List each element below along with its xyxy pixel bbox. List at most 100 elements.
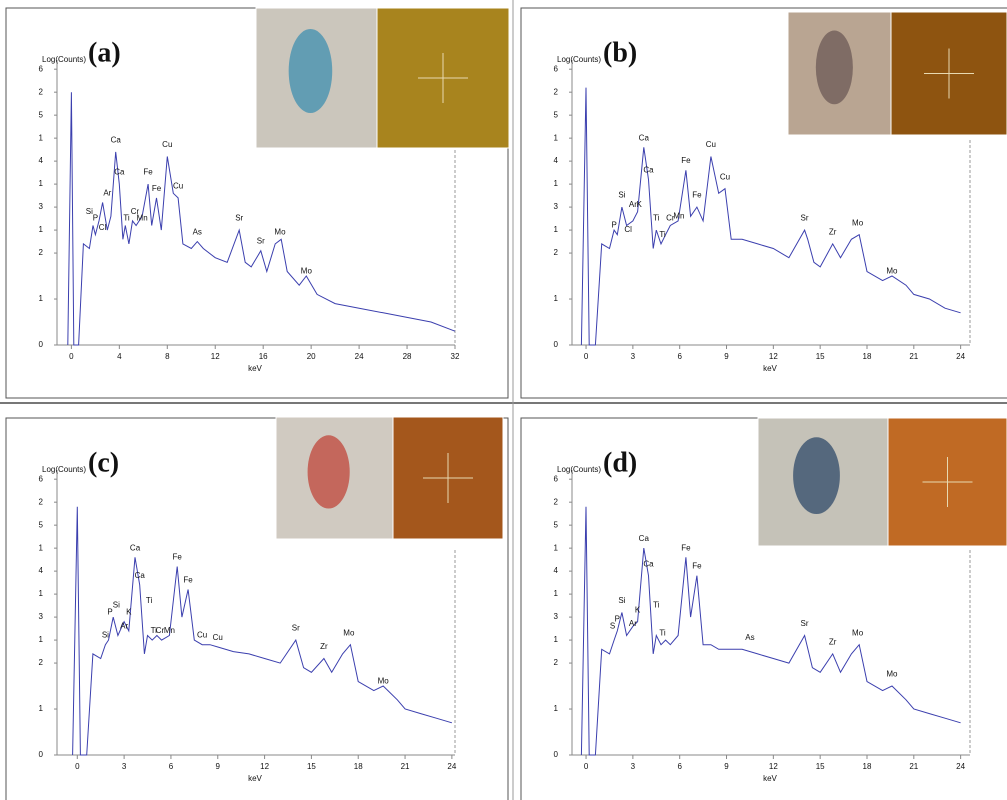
y-tick-label: 1: [39, 589, 44, 598]
peak-label: Fe: [152, 184, 162, 193]
y-tick-label: 1: [554, 543, 559, 552]
peak-label: Fe: [183, 575, 193, 584]
peak-label: Mo: [378, 677, 390, 686]
y-tick-label: 1: [39, 179, 44, 188]
x-tick-label: 6: [677, 762, 682, 771]
y-tick-label: 1: [39, 294, 44, 303]
y-axis-label: Log(Counts): [557, 55, 601, 64]
peak-label: P: [93, 214, 98, 223]
x-tick-label: 0: [584, 352, 589, 361]
y-tick-label: 1: [39, 704, 44, 713]
peak-label: Cr: [131, 207, 140, 216]
y-tick-label: 2: [39, 248, 44, 257]
peak-label: Si: [618, 191, 625, 200]
x-tick-label: 24: [447, 762, 456, 771]
peak-label: Fe: [173, 552, 183, 561]
y-tick-label: 1: [39, 225, 44, 234]
y-tick-label: 2: [554, 87, 559, 96]
x-tick-label: 24: [956, 352, 965, 361]
x-tick-label: 16: [259, 352, 268, 361]
peak-label: Mo: [274, 227, 286, 236]
y-tick-label: 5: [554, 110, 559, 119]
spectrum-line: [72, 506, 453, 756]
y-tick-label: 1: [39, 133, 44, 142]
x-tick-label: 24: [956, 762, 965, 771]
y-tick-label: 5: [554, 520, 559, 529]
peak-label: Fe: [681, 156, 691, 165]
spectrum-line: [580, 87, 961, 346]
x-tick-label: 12: [769, 352, 778, 361]
peak-label: Ca: [643, 165, 654, 174]
x-tick-label: 9: [724, 762, 729, 771]
x-axis-label: keV: [763, 774, 777, 783]
y-tick-label: 3: [39, 612, 44, 621]
peak-label: Cu: [720, 172, 730, 181]
peak-label: Ar: [120, 621, 128, 630]
y-tick-label: 6: [554, 64, 559, 73]
y-tick-label: 2: [39, 497, 44, 506]
x-tick-label: 18: [354, 762, 363, 771]
y-tick-label: 0: [39, 340, 44, 349]
peak-label: Cu: [197, 631, 207, 640]
spectrum-line: [580, 506, 961, 756]
peak-label: Fe: [143, 168, 153, 177]
y-tick-label: 2: [554, 658, 559, 667]
peak-label: Mo: [852, 628, 864, 637]
y-tick-label: 1: [554, 589, 559, 598]
peak-label: Cl: [99, 223, 107, 232]
x-tick-label: 12: [260, 762, 269, 771]
peak-label: Mo: [852, 218, 864, 227]
y-tick-label: 0: [554, 340, 559, 349]
x-tick-label: 3: [631, 762, 636, 771]
x-tick-label: 0: [584, 762, 589, 771]
peak-label: Fe: [692, 191, 702, 200]
y-tick-label: 0: [554, 750, 559, 759]
y-tick-label: 1: [554, 704, 559, 713]
peak-label: Zr: [829, 637, 837, 646]
x-tick-label: 21: [909, 352, 918, 361]
peak-label: Si: [102, 631, 109, 640]
y-tick-label: 2: [39, 658, 44, 667]
y-tick-label: 5: [39, 110, 44, 119]
peak-label: Ca: [111, 136, 122, 145]
y-tick-label: 4: [554, 156, 559, 165]
peak-label: Cu: [706, 140, 716, 149]
panel-label: (d): [603, 447, 637, 478]
peak-label: S: [610, 621, 615, 630]
y-tick-label: 2: [554, 497, 559, 506]
x-tick-label: 21: [909, 762, 918, 771]
peak-label: Ti: [653, 214, 660, 223]
peak-label: As: [745, 633, 754, 642]
x-tick-label: 3: [122, 762, 127, 771]
x-tick-label: 20: [307, 352, 316, 361]
peak-label: Mo: [886, 267, 898, 276]
peak-label: Cu: [213, 633, 223, 642]
photo-detail: [793, 437, 840, 514]
x-tick-label: 6: [677, 352, 682, 361]
y-tick-label: 6: [39, 64, 44, 73]
peak-label: Cr: [156, 626, 165, 635]
spectrum-line: [67, 92, 456, 346]
photo-detail: [815, 30, 853, 105]
peak-label: P: [611, 221, 616, 230]
peak-label: Ca: [130, 543, 141, 552]
y-tick-label: 6: [554, 474, 559, 483]
peak-label: Ca: [643, 559, 654, 568]
x-tick-label: 0: [69, 352, 74, 361]
peak-label: P: [107, 608, 112, 617]
x-tick-label: 9: [216, 762, 221, 771]
peak-label: K: [636, 200, 642, 209]
photo-detail: [288, 29, 333, 113]
peak-label: Sr: [801, 214, 809, 223]
panel-frame: [520, 7, 1007, 399]
peak-label: Mn: [137, 214, 148, 223]
peak-label: Sr: [292, 624, 300, 633]
peak-label: Ca: [639, 534, 650, 543]
panel-frame: [5, 417, 509, 800]
peak-label: Ti: [151, 626, 158, 635]
y-tick-label: 4: [554, 566, 559, 575]
panel-label: (c): [88, 447, 119, 478]
